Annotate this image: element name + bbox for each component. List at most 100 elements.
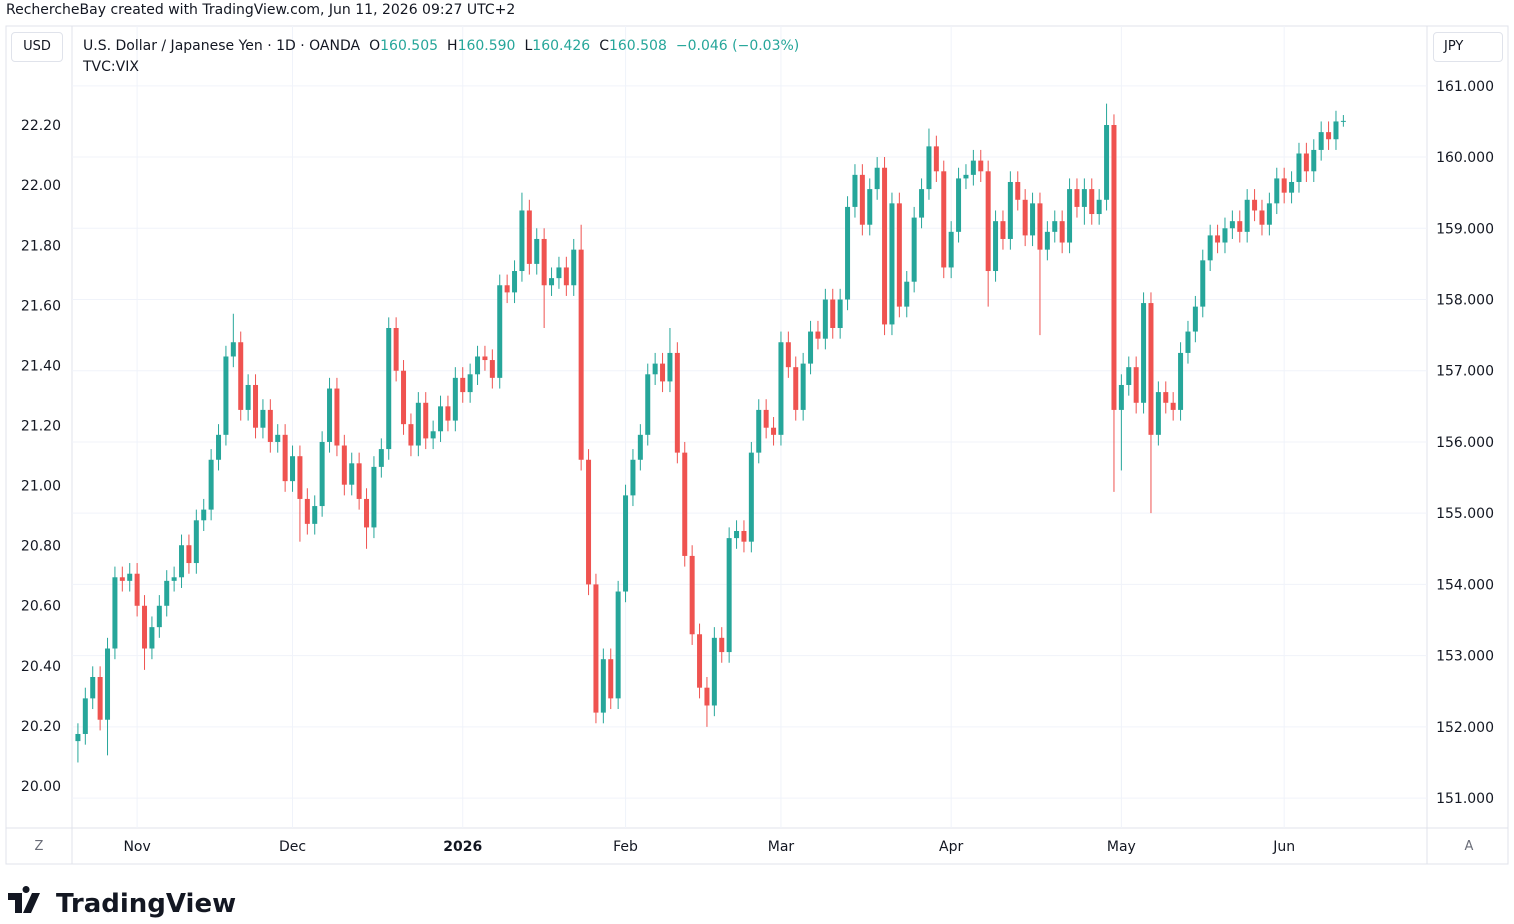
candle-body — [541, 238, 547, 286]
candle-body — [896, 203, 902, 307]
candle-body — [378, 449, 384, 467]
candle-body — [282, 434, 288, 482]
candle-body — [1015, 181, 1021, 200]
candle-body — [364, 498, 370, 528]
candle-body — [482, 356, 488, 361]
currency-button[interactable]: JPY — [1433, 32, 1503, 62]
candle-body — [1007, 181, 1013, 239]
candle-body — [645, 374, 651, 435]
candle-body — [1081, 189, 1087, 207]
auto-scale-button[interactable]: A — [1457, 836, 1481, 858]
candle-body — [201, 509, 207, 521]
price-change: −0.046 (−0.03%) — [675, 38, 800, 54]
candle-body — [970, 160, 976, 175]
candle-body — [1074, 189, 1080, 207]
candle-body — [1281, 178, 1287, 193]
candle-body — [563, 267, 569, 286]
ohlc-value: 160.590 — [457, 38, 516, 54]
candle-body — [748, 452, 754, 542]
candle-body — [356, 463, 362, 499]
candle-body — [171, 577, 177, 581]
y-tick-label: 154.000 — [1436, 577, 1494, 593]
candle-body — [327, 388, 333, 442]
candle-body — [689, 555, 695, 635]
candle-body — [1044, 231, 1050, 250]
candle-body — [660, 363, 666, 382]
candle-body — [1215, 235, 1221, 243]
y2-tick-label: 20.00 — [21, 779, 61, 795]
x-tick-label: Mar — [768, 839, 795, 855]
candle-body — [156, 605, 162, 628]
candle-body — [1000, 221, 1006, 239]
candle-body — [615, 591, 621, 699]
candle-body — [341, 445, 347, 485]
x-tick-label: May — [1107, 839, 1136, 855]
candle-body — [549, 278, 555, 286]
candle-body — [1274, 178, 1280, 204]
candle-body — [1022, 199, 1028, 236]
candle-body — [119, 577, 125, 581]
candle-body — [933, 146, 939, 172]
candle-body — [793, 367, 799, 410]
y2-tick-label: 20.20 — [21, 719, 61, 735]
candle-body — [1104, 125, 1110, 200]
candle-body — [1326, 132, 1332, 140]
candle-body — [845, 206, 851, 300]
candle-body — [1259, 210, 1265, 225]
candle-body — [1126, 367, 1132, 385]
candle-body — [808, 331, 814, 364]
candle-body — [1030, 203, 1036, 236]
candle-body — [682, 452, 688, 556]
currency-button[interactable]: USD — [11, 32, 63, 62]
zoom-button[interactable]: Z — [27, 836, 51, 858]
candle-body — [571, 249, 577, 286]
candle-body — [1318, 132, 1324, 150]
candle-body — [423, 402, 429, 439]
candle-body — [97, 677, 103, 720]
candle-body — [586, 459, 592, 585]
ohlc-key: C — [599, 38, 609, 54]
candle-body — [1289, 181, 1295, 193]
candle-body — [785, 342, 791, 368]
y2-tick-label: 20.40 — [21, 659, 61, 675]
y-tick-label: 153.000 — [1436, 649, 1494, 665]
candle-body — [734, 530, 740, 539]
candle-body — [882, 167, 888, 325]
candle-body — [1296, 153, 1302, 182]
candle-body — [1333, 121, 1339, 140]
candle-body — [75, 733, 81, 742]
y-tick-label: 157.000 — [1436, 364, 1494, 380]
candle-body — [726, 538, 732, 653]
y-tick-label: 151.000 — [1436, 791, 1494, 807]
candle-body — [371, 466, 377, 528]
indicator-name: TVC:VIX — [83, 59, 139, 75]
candle-body — [771, 427, 777, 435]
brand-logo: TradingView — [8, 886, 236, 919]
candle-body — [1252, 199, 1258, 211]
candle-body — [245, 384, 251, 410]
candle-body — [1266, 203, 1272, 225]
candle-body — [526, 210, 532, 264]
candle-body — [985, 171, 991, 272]
y2-tick-label: 21.80 — [21, 238, 61, 254]
candle-body — [1170, 402, 1176, 410]
x-tick-label: Nov — [123, 839, 150, 855]
y-tick-label: 152.000 — [1436, 720, 1494, 736]
header: RechercheBay created with TradingView.co… — [6, 2, 516, 18]
candle-body — [1037, 203, 1043, 250]
candle-body — [82, 698, 88, 734]
candle-body — [408, 424, 414, 446]
candle-body — [1303, 153, 1309, 172]
candle-body — [534, 238, 540, 264]
candle-body — [867, 189, 873, 225]
candle-body — [216, 434, 222, 460]
candle-body — [1118, 384, 1124, 410]
candle-body — [489, 360, 495, 378]
ohlc-value: 160.426 — [532, 38, 591, 54]
candle-body — [1089, 189, 1095, 215]
ohlc-key: H — [447, 38, 458, 54]
candle-body — [430, 431, 436, 439]
candle-body — [164, 580, 170, 606]
candle-body — [756, 409, 762, 453]
